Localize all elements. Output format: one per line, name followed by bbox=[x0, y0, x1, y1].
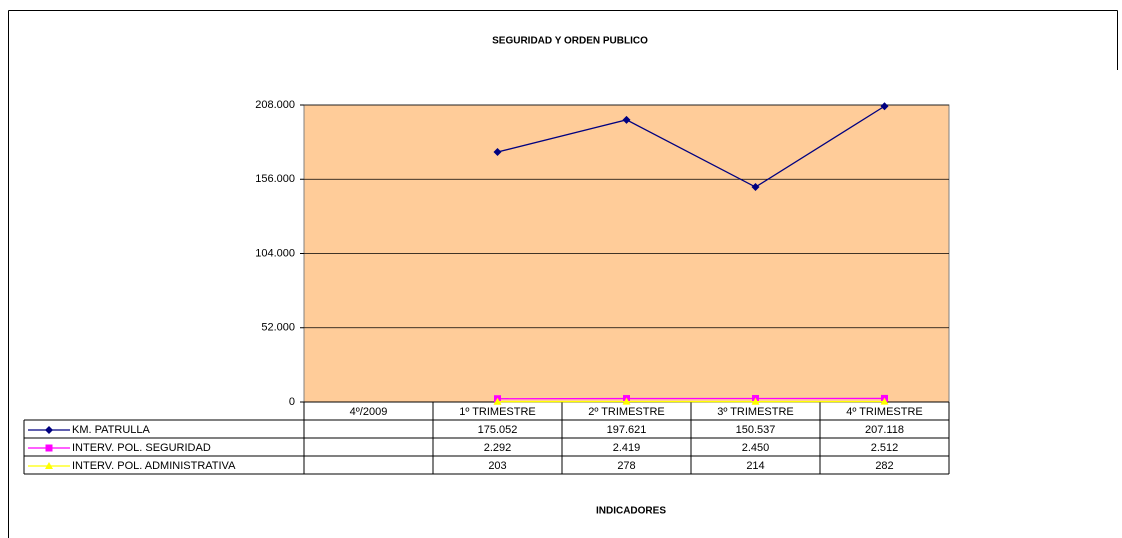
marker bbox=[45, 426, 53, 434]
marker bbox=[45, 444, 53, 452]
marker bbox=[622, 397, 631, 405]
table-value: 203 bbox=[488, 460, 506, 472]
x-tick-label: 2º TRIMESTRE bbox=[588, 406, 665, 418]
y-tick-label: 0 bbox=[289, 396, 295, 408]
marker bbox=[880, 397, 889, 405]
marker bbox=[493, 397, 502, 405]
table-value: 282 bbox=[875, 460, 893, 472]
marker bbox=[751, 183, 760, 192]
table-value: 2.450 bbox=[742, 442, 770, 454]
chart-title: SEGURIDAD Y ORDEN PUBLICO bbox=[492, 36, 648, 47]
x-tick-label: 4º TRIMESTRE bbox=[846, 406, 923, 418]
table-value: 2.292 bbox=[484, 442, 512, 454]
legend-label: KM. PATRULLA bbox=[72, 424, 150, 436]
x-axis-label: INDICADORES bbox=[596, 506, 666, 517]
table-value: 150.537 bbox=[736, 424, 776, 436]
table-value: 207.118 bbox=[865, 424, 904, 436]
marker bbox=[45, 462, 53, 469]
series-line bbox=[497, 105, 885, 188]
marker bbox=[751, 397, 760, 405]
y-tick-label: 208.000 bbox=[255, 99, 295, 111]
table-value: 197.621 bbox=[607, 424, 647, 436]
x-tick-label: 4º/2009 bbox=[350, 406, 388, 418]
y-tick-label: 156.000 bbox=[255, 173, 295, 185]
legend-label: INTERV. POL. SEGURIDAD bbox=[72, 442, 211, 454]
table-value: 2.419 bbox=[613, 442, 641, 454]
x-tick-label: 3º TRIMESTRE bbox=[717, 406, 794, 418]
y-tick-label: 52.000 bbox=[261, 322, 295, 334]
marker bbox=[880, 102, 889, 111]
legend-label: INTERV. POL. ADMINISTRATIVA bbox=[72, 460, 236, 472]
table-value: 214 bbox=[746, 460, 764, 472]
marker bbox=[622, 115, 631, 124]
table-value: 175.052 bbox=[478, 424, 518, 436]
x-tick-label: 1º TRIMESTRE bbox=[459, 406, 536, 418]
table-value: 278 bbox=[617, 460, 635, 472]
table-value: 2.512 bbox=[871, 442, 899, 454]
marker bbox=[493, 148, 502, 157]
y-tick-label: 104.000 bbox=[255, 247, 295, 259]
